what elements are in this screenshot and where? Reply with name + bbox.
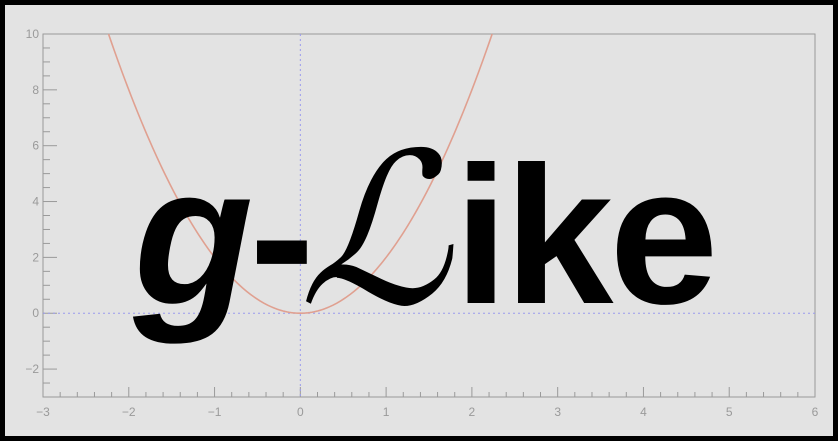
x-tick-label: 1 (383, 405, 390, 419)
x-tick-label: −1 (208, 405, 222, 419)
x-tick-label: 6 (812, 405, 819, 419)
parabola-curve (107, 33, 493, 315)
x-tick-label: 2 (469, 405, 476, 419)
x-tick-label: 4 (640, 405, 647, 419)
y-tick-label: 8 (32, 83, 39, 97)
y-tick-label: 2 (32, 250, 39, 264)
axis-tick-labels: −3 −2 −1 0 1 2 3 4 5 6 −2 0 2 4 6 8 10 (25, 27, 818, 419)
y-tick-label: 6 (32, 139, 39, 153)
y-tick-label: 10 (26, 27, 40, 41)
x-tick-label: 5 (726, 405, 733, 419)
g-like-logo: g-ℒike (5, 126, 833, 336)
logo-word-ike: ike (453, 126, 718, 345)
background-plot: −3 −2 −1 0 1 2 3 4 5 6 −2 0 2 4 6 8 10 (25, 27, 818, 419)
logo-script-l: ℒ (298, 108, 450, 353)
y-tick-label: 0 (32, 306, 39, 320)
x-tick-label: −2 (122, 405, 136, 419)
y-tick-label: 4 (32, 195, 39, 209)
axis-ticks (42, 33, 816, 398)
x-tick-label: 0 (297, 405, 304, 419)
y-tick-label: −2 (25, 362, 39, 376)
x-tick-label: 3 (554, 405, 561, 419)
logo-letter-g: g (133, 126, 254, 345)
logo-dash: - (249, 126, 314, 345)
x-tick-label: −3 (36, 405, 50, 419)
